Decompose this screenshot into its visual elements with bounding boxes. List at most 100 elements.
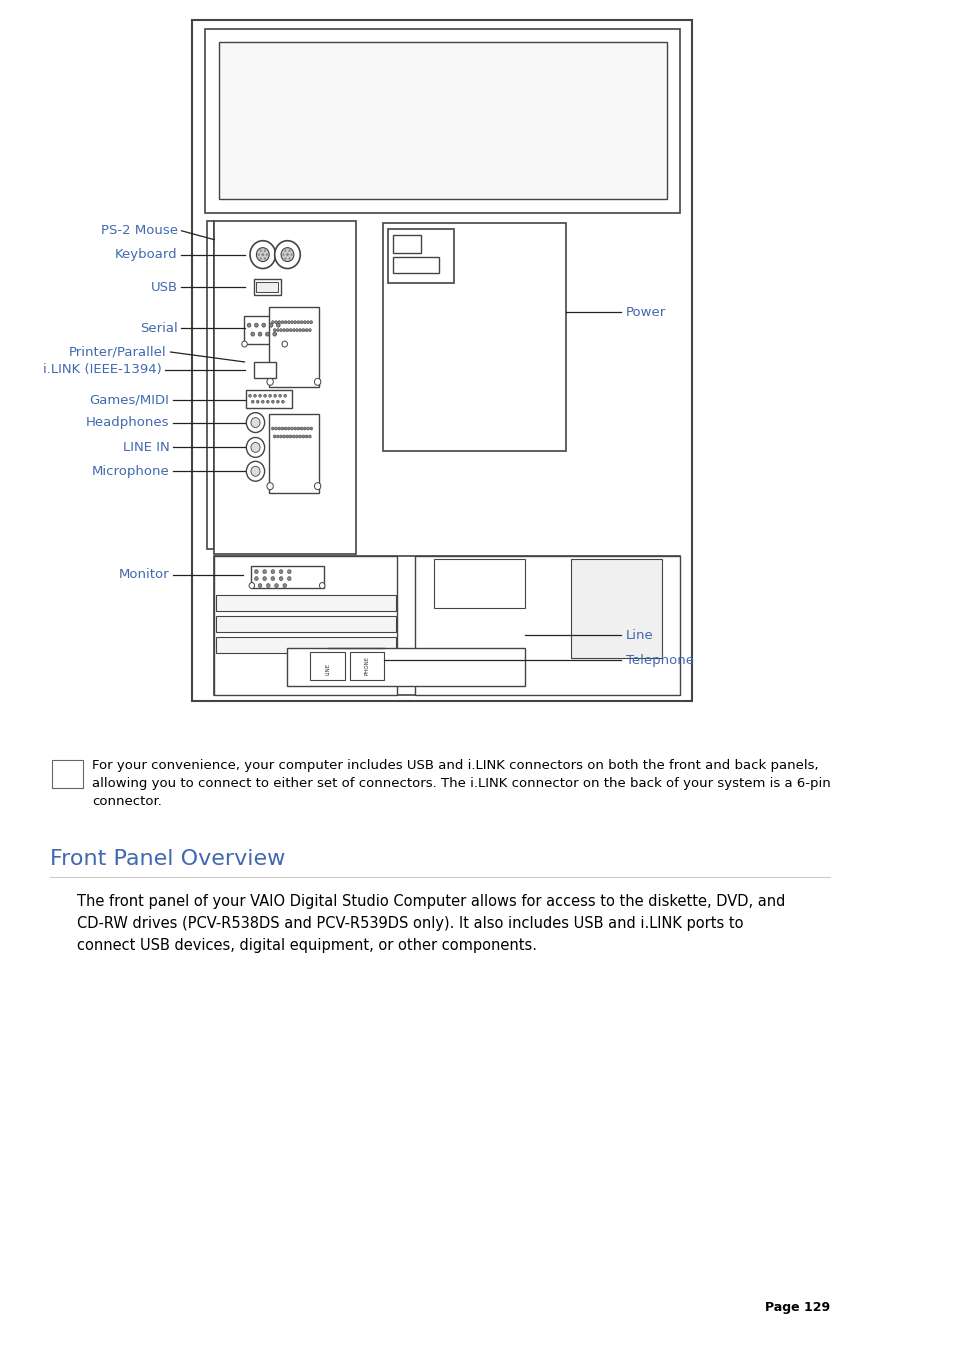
Circle shape [259, 257, 261, 259]
Bar [214, 555, 679, 694]
Circle shape [475, 236, 481, 243]
Circle shape [457, 293, 464, 300]
Circle shape [510, 284, 516, 290]
Circle shape [457, 331, 464, 338]
Circle shape [536, 322, 542, 328]
Circle shape [247, 323, 251, 327]
Text: LINE: LINE [325, 663, 330, 676]
Circle shape [305, 435, 308, 438]
Circle shape [287, 427, 290, 430]
Circle shape [457, 255, 464, 262]
Circle shape [274, 584, 278, 588]
Circle shape [288, 250, 291, 251]
Circle shape [518, 274, 524, 281]
Circle shape [457, 303, 464, 309]
Circle shape [276, 328, 279, 331]
Text: Serial: Serial [140, 322, 177, 335]
Circle shape [265, 332, 269, 336]
Circle shape [289, 435, 292, 438]
Circle shape [283, 328, 285, 331]
Circle shape [544, 255, 551, 262]
Circle shape [281, 400, 284, 403]
Circle shape [314, 378, 320, 385]
Circle shape [466, 255, 473, 262]
Text: Microphone: Microphone [91, 465, 170, 478]
Circle shape [527, 284, 534, 290]
Circle shape [302, 435, 305, 438]
Circle shape [259, 250, 261, 251]
Circle shape [310, 427, 313, 430]
Circle shape [536, 274, 542, 281]
Circle shape [527, 340, 534, 347]
Circle shape [492, 255, 498, 262]
Circle shape [510, 265, 516, 272]
Text: Games/MIDI: Games/MIDI [90, 393, 170, 407]
Circle shape [510, 293, 516, 300]
Circle shape [249, 582, 254, 589]
Circle shape [271, 570, 274, 574]
Circle shape [483, 255, 490, 262]
Circle shape [284, 394, 286, 397]
Text: LINE IN: LINE IN [123, 440, 170, 454]
Circle shape [295, 328, 298, 331]
Text: The front panel of your VAIO Digital Studio Computer allows for access to the di: The front panel of your VAIO Digital Stu… [77, 893, 785, 952]
Circle shape [272, 427, 274, 430]
Circle shape [518, 340, 524, 347]
Circle shape [536, 312, 542, 319]
Circle shape [271, 577, 274, 581]
Circle shape [266, 400, 269, 403]
Circle shape [510, 331, 516, 338]
Bar [253, 280, 281, 296]
Bar [256, 282, 278, 292]
Text: Page 129: Page 129 [764, 1301, 829, 1315]
Circle shape [501, 265, 507, 272]
Circle shape [475, 255, 481, 262]
Circle shape [466, 246, 473, 253]
Text: PS-2 Mouse: PS-2 Mouse [101, 224, 177, 238]
Circle shape [276, 323, 280, 327]
Circle shape [279, 328, 282, 331]
Circle shape [527, 322, 534, 328]
Circle shape [544, 293, 551, 300]
Circle shape [303, 320, 306, 324]
Circle shape [492, 340, 498, 347]
Circle shape [483, 303, 490, 309]
Circle shape [256, 400, 259, 403]
Circle shape [287, 570, 291, 574]
Circle shape [254, 577, 258, 581]
Circle shape [278, 394, 281, 397]
Circle shape [282, 254, 284, 255]
Circle shape [251, 417, 260, 427]
Circle shape [475, 293, 481, 300]
Circle shape [250, 240, 275, 269]
Circle shape [291, 320, 294, 324]
Circle shape [475, 246, 481, 253]
Circle shape [544, 227, 551, 234]
Circle shape [262, 570, 266, 574]
Bar [51, 761, 83, 788]
Circle shape [302, 328, 305, 331]
Text: Line: Line [625, 628, 653, 642]
Circle shape [527, 236, 534, 243]
Circle shape [283, 435, 285, 438]
Circle shape [276, 400, 279, 403]
Circle shape [544, 312, 551, 319]
Circle shape [510, 322, 516, 328]
Circle shape [527, 227, 534, 234]
Circle shape [286, 435, 289, 438]
Circle shape [277, 320, 280, 324]
Circle shape [284, 320, 287, 324]
Bar [214, 555, 396, 694]
Text: Front Panel Overview: Front Panel Overview [50, 848, 285, 869]
Circle shape [293, 435, 294, 438]
Circle shape [287, 577, 291, 581]
Bar [269, 307, 319, 386]
Text: Keyboard: Keyboard [115, 249, 177, 261]
Circle shape [518, 255, 524, 262]
Circle shape [501, 255, 507, 262]
Circle shape [510, 340, 516, 347]
Circle shape [536, 303, 542, 309]
Circle shape [262, 323, 265, 327]
Circle shape [536, 255, 542, 262]
Circle shape [536, 227, 542, 234]
